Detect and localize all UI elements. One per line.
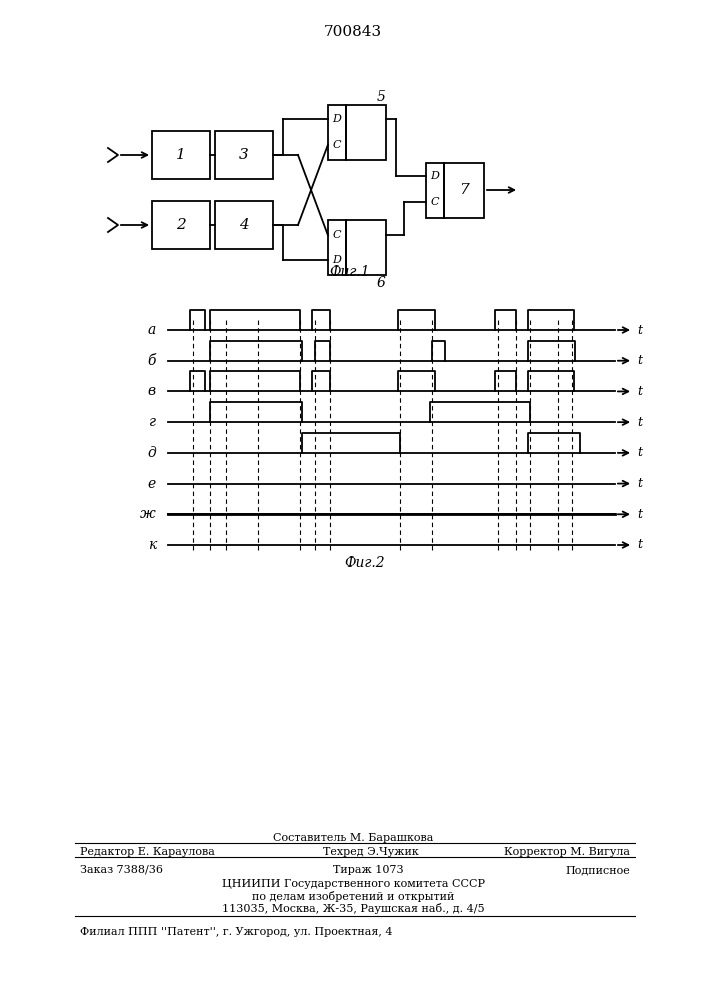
Text: t: t xyxy=(638,416,643,429)
Text: ЦНИИПИ Государственного комитета СССР: ЦНИИПИ Государственного комитета СССР xyxy=(221,879,484,889)
Bar xyxy=(444,162,484,218)
Text: Филиал ППП ''Патент'', г. Ужгород, ул. Проектная, 4: Филиал ППП ''Патент'', г. Ужгород, ул. П… xyxy=(80,927,392,937)
Text: D: D xyxy=(431,171,440,181)
Text: е: е xyxy=(148,477,156,491)
Text: t: t xyxy=(638,477,643,490)
Bar xyxy=(152,201,210,249)
Text: 5: 5 xyxy=(377,90,385,104)
Text: Тираж 1073: Тираж 1073 xyxy=(333,865,404,875)
Text: t: t xyxy=(638,508,643,521)
Text: в: в xyxy=(148,384,156,398)
Text: Фиг.2: Фиг.2 xyxy=(345,556,385,570)
Text: Заказ 7388/36: Заказ 7388/36 xyxy=(80,865,163,875)
Text: ж: ж xyxy=(140,507,156,521)
Bar xyxy=(152,131,210,179)
Bar xyxy=(346,220,386,275)
Text: t: t xyxy=(638,324,643,336)
Text: t: t xyxy=(638,538,643,552)
Text: t: t xyxy=(638,385,643,398)
Text: 7: 7 xyxy=(459,183,469,197)
Text: 4: 4 xyxy=(239,218,249,232)
Bar xyxy=(328,220,346,275)
Bar xyxy=(215,131,273,179)
Text: Подписное: Подписное xyxy=(566,865,630,875)
Text: 6: 6 xyxy=(377,276,385,290)
Text: к: к xyxy=(148,538,156,552)
Text: Редактор Е. Караулова: Редактор Е. Караулова xyxy=(80,847,215,857)
Text: C: C xyxy=(431,197,439,207)
Text: 700843: 700843 xyxy=(324,25,382,39)
Text: 3: 3 xyxy=(239,148,249,162)
Text: Корректор М. Вигула: Корректор М. Вигула xyxy=(504,847,630,857)
Text: C: C xyxy=(333,230,341,240)
Text: D: D xyxy=(332,255,341,265)
Text: б: б xyxy=(148,354,156,368)
Text: д: д xyxy=(147,446,156,460)
Text: Фиг.1: Фиг.1 xyxy=(329,265,370,279)
Text: а: а xyxy=(148,323,156,337)
Text: Техред Э.Чужик: Техред Э.Чужик xyxy=(323,847,419,857)
Bar xyxy=(215,201,273,249)
Text: 2: 2 xyxy=(176,218,186,232)
Text: г: г xyxy=(149,415,156,429)
Text: Составитель М. Барашкова: Составитель М. Барашкова xyxy=(273,833,433,843)
Bar xyxy=(346,105,386,160)
Bar xyxy=(328,105,346,160)
Text: D: D xyxy=(332,114,341,124)
Text: C: C xyxy=(333,140,341,150)
Text: t: t xyxy=(638,354,643,367)
Text: 113035, Москва, Ж-35, Раушская наб., д. 4/5: 113035, Москва, Ж-35, Раушская наб., д. … xyxy=(222,902,484,914)
Text: 1: 1 xyxy=(176,148,186,162)
Text: по делам изобретений и открытий: по делам изобретений и открытий xyxy=(252,890,454,902)
Text: t: t xyxy=(638,446,643,459)
Bar xyxy=(426,162,444,218)
